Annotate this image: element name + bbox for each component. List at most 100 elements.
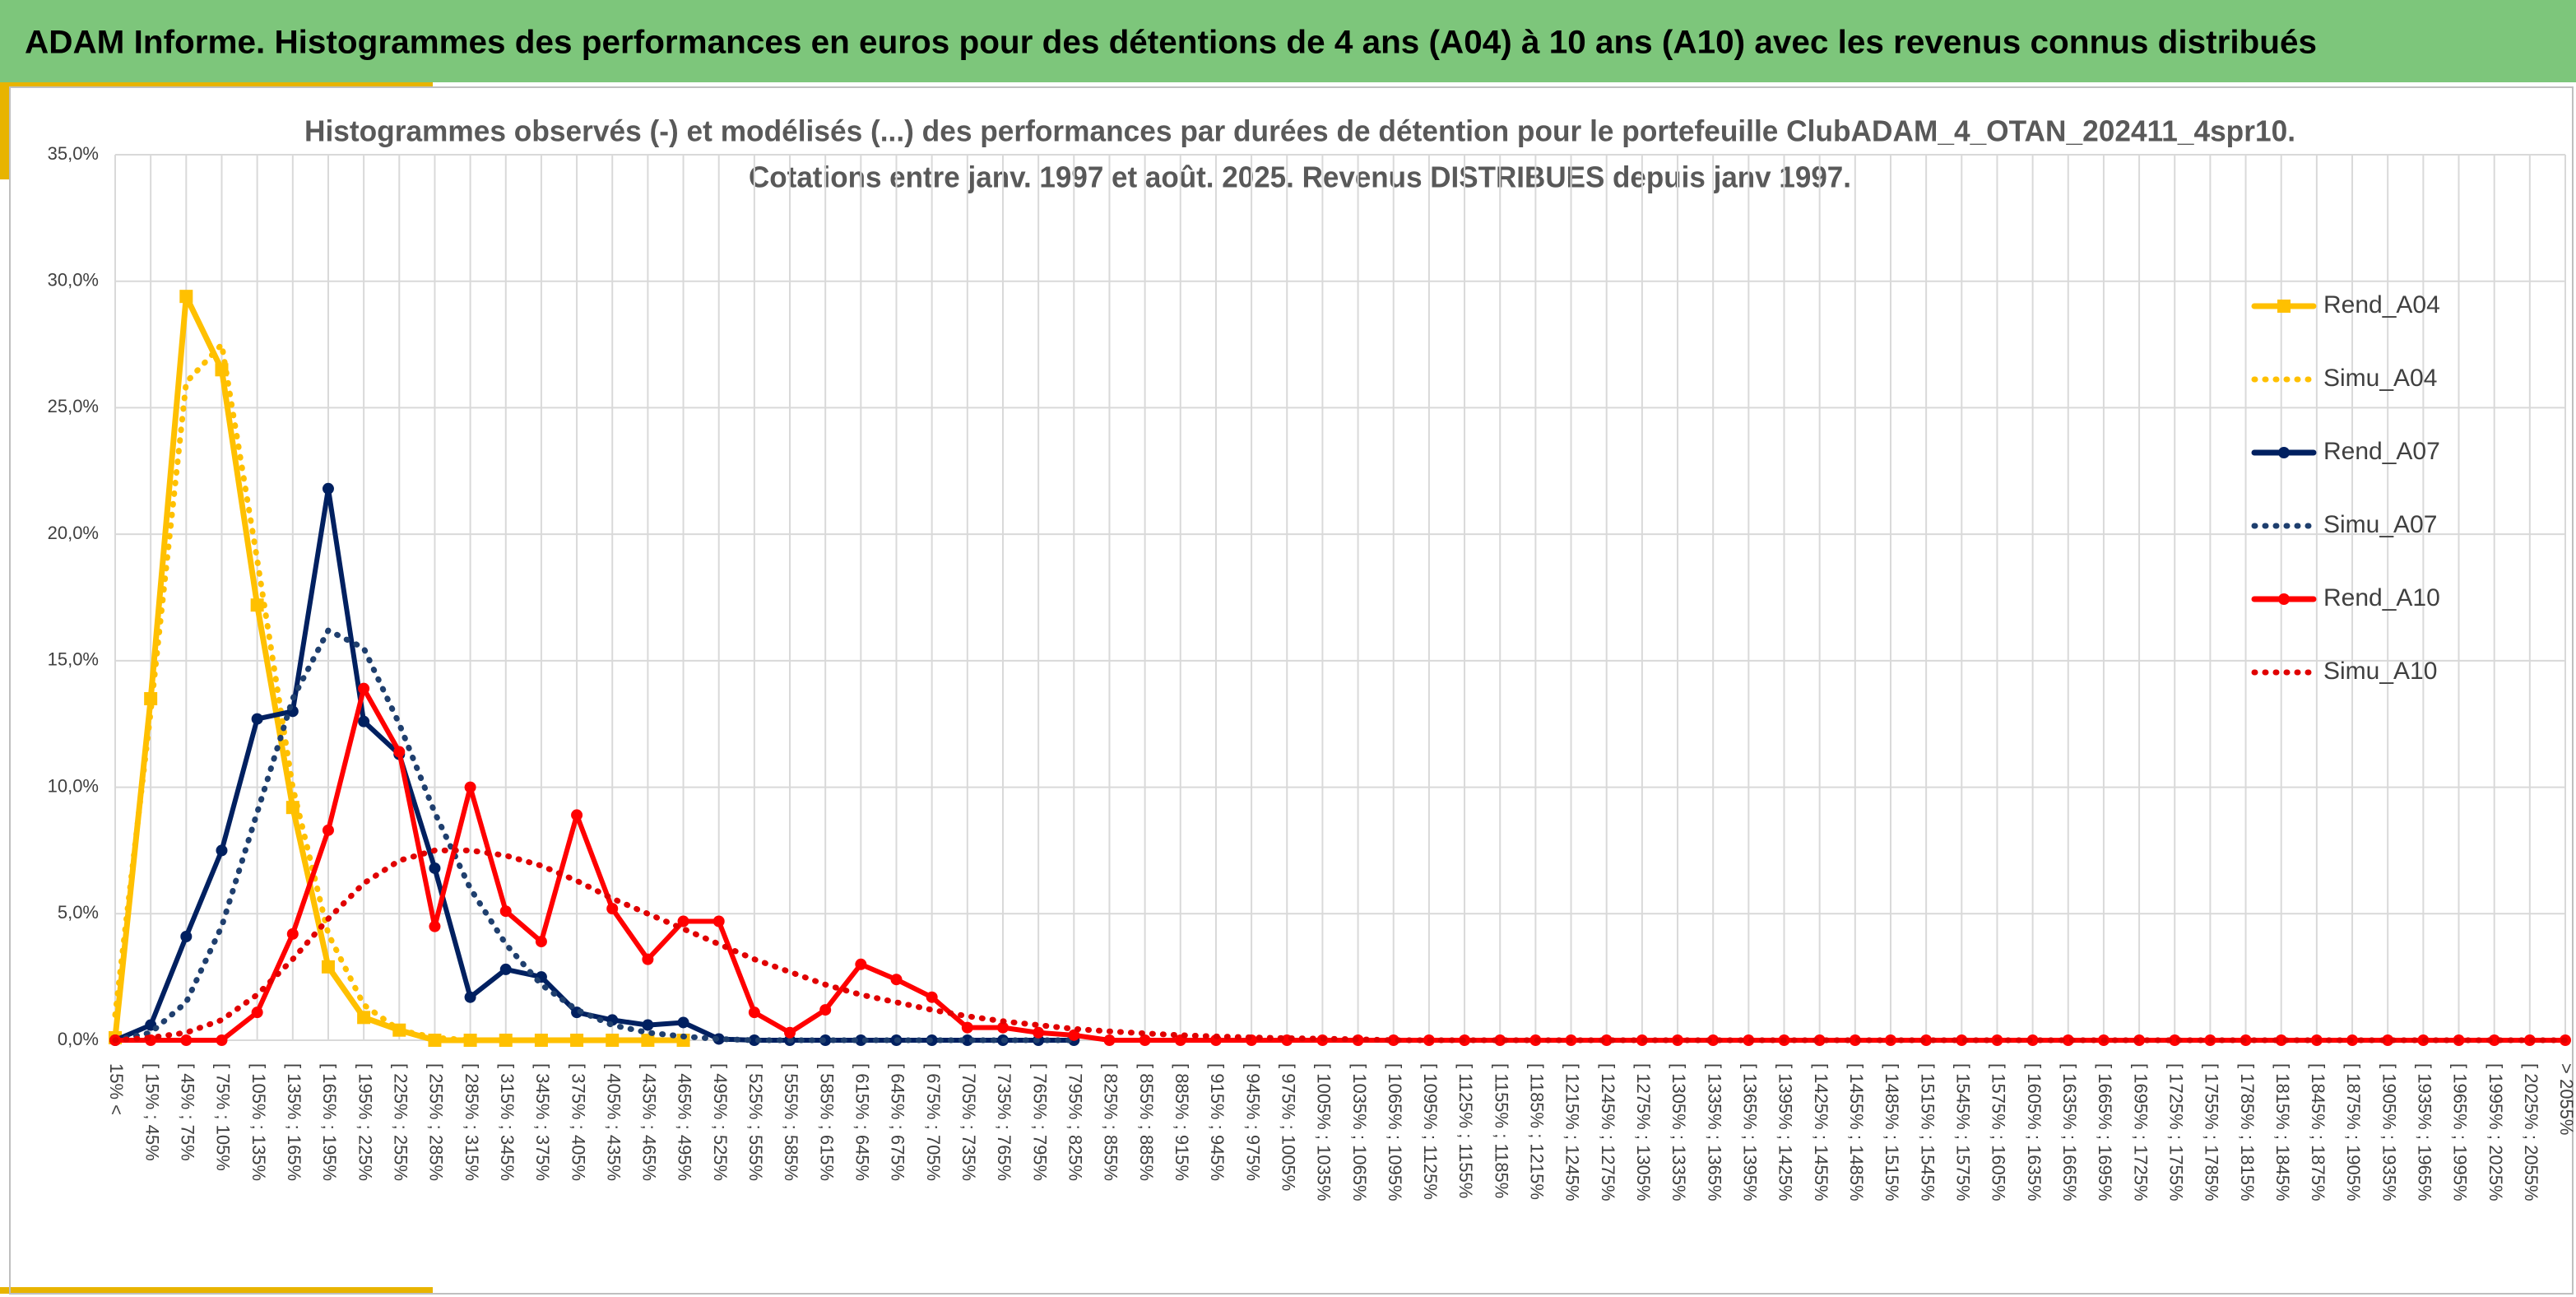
marker [180, 930, 193, 942]
plot [109, 290, 2571, 1047]
x-tick-label: [ 855% ; 885% [1136, 1063, 1157, 1181]
marker [250, 598, 264, 612]
marker [748, 1006, 760, 1019]
legend-label: Simu_A10 [2323, 658, 2437, 685]
x-tick-label: [ 1785% ; 1815% [2237, 1063, 2258, 1202]
marker [961, 1021, 973, 1034]
legend-label: Rend_A07 [2323, 438, 2440, 465]
x-tick-label: [ 795% ; 825% [1065, 1063, 1085, 1181]
x-tick-label: [ 165% ; 195% [319, 1063, 340, 1181]
marker [748, 1034, 760, 1046]
marker [1600, 1034, 1613, 1046]
series-line [112, 342, 687, 1044]
x-tick-label: [ 1155% ; 1185% [1491, 1063, 1511, 1198]
y-tick-label: 35,0% [48, 143, 99, 164]
x-tick-label: [ 15% ; 45% [142, 1063, 162, 1161]
marker [535, 936, 547, 948]
x-tick-label: [ 345% ; 375% [532, 1063, 553, 1181]
marker [429, 920, 441, 932]
x-tick-label: [ 495% ; 525% [710, 1063, 731, 1181]
legend-marker [2277, 300, 2291, 313]
marker [499, 963, 512, 975]
marker [2488, 1034, 2500, 1046]
marker [499, 905, 512, 918]
marker [322, 482, 334, 495]
marker [464, 781, 476, 793]
x-tick-label: [ 1065% ; 1095% [1385, 1063, 1405, 1202]
x-tick-label: 15% < [106, 1063, 127, 1115]
x-tick-label: [ 315% ; 345% [497, 1063, 518, 1181]
x-tick-label: [ 225% ; 255% [390, 1063, 411, 1181]
marker [464, 991, 476, 1003]
x-tick-label: [ 1095% ; 1125% [1420, 1063, 1441, 1200]
marker [180, 1034, 193, 1046]
x-tick-label: [ 255% ; 285% [426, 1063, 447, 1181]
header-title: ADAM Informe. Histogrammes des performan… [25, 25, 2317, 61]
x-tick-label: > 2055% [2556, 1063, 2576, 1135]
legend-marker [2278, 593, 2290, 605]
x-tick-label: [ 1545% ; 1575% [1952, 1063, 1973, 1202]
x-tick-label: [ 105% ; 135% [248, 1063, 269, 1181]
x-tick-label: [ 1005% ; 1035% [1314, 1063, 1334, 1202]
marker [2382, 1034, 2394, 1046]
x-tick-label: [ 1275% ; 1305% [1633, 1063, 1654, 1202]
marker [179, 290, 193, 304]
marker [251, 713, 263, 725]
x-tick-label: [ 735% ; 765% [994, 1063, 1014, 1181]
accent-bottom [0, 1287, 433, 1294]
series-line [112, 627, 1077, 1044]
legend-marker [2278, 447, 2290, 458]
x-tick-label: [ 1365% ; 1395% [1740, 1063, 1761, 1202]
marker [286, 927, 299, 940]
x-tick-label: [ 885% ; 915% [1172, 1063, 1192, 1181]
accent-top [0, 82, 433, 87]
x-tick-label: [ 285% ; 315% [462, 1063, 482, 1181]
x-tick-label: [ 1425% ; 1455% [1811, 1063, 1831, 1202]
marker [357, 1011, 371, 1025]
x-tick-label: [ 675% ; 705% [923, 1063, 944, 1181]
y-tick-label: 10,0% [48, 775, 99, 796]
x-tick-label: [ 1515% ; 1545% [1917, 1063, 1938, 1202]
marker [606, 903, 619, 915]
marker [642, 1019, 654, 1031]
x-tick-label: [ 45% ; 75% [178, 1063, 198, 1161]
x-tick-label: [ 525% ; 555% [745, 1063, 766, 1181]
marker [2062, 1034, 2074, 1046]
marker [570, 1034, 584, 1047]
x-tick-label: [ 1305% ; 1335% [1669, 1063, 1689, 1202]
x-tick-label: [ 1845% ; 1875% [2308, 1063, 2328, 1202]
grid: 15% < [ 15% ; 45% [ 45% ; 75% [ 75% ; 105% [… [48, 143, 2576, 1202]
x-tick-label: [ 1215% ; 1245% [1562, 1063, 1583, 1202]
marker [463, 1034, 477, 1047]
marker [571, 809, 583, 821]
x-tick-label: [ 825% ; 855% [1101, 1063, 1121, 1181]
x-tick-label: [ 375% ; 405% [568, 1063, 588, 1181]
y-tick-label: 30,0% [48, 270, 99, 291]
x-tick-label: [ 1395% ; 1425% [1775, 1063, 1796, 1202]
series-line [113, 486, 1077, 1043]
chart-border [9, 86, 2574, 1295]
marker [251, 1006, 263, 1019]
x-tick-label: [ 1245% ; 1275% [1598, 1063, 1618, 1202]
x-tick-label: [ 1665% ; 1695% [2095, 1063, 2115, 1202]
x-tick-label: [ 915% ; 945% [1207, 1063, 1228, 1181]
marker [1813, 1034, 1826, 1046]
x-tick-label: [ 1815% ; 1845% [2272, 1063, 2293, 1202]
x-tick-label: [ 1455% ; 1485% [1846, 1063, 1867, 1202]
x-tick-label: [ 1125% ; 1155% [1455, 1063, 1476, 1198]
legend-label: Rend_A10 [2323, 584, 2440, 611]
x-tick-label: [ 1875% ; 1905% [2343, 1063, 2364, 1202]
marker [358, 682, 370, 695]
marker [429, 862, 441, 874]
y-tick-label: 20,0% [48, 523, 99, 543]
x-tick-label: [ 1185% ; 1215% [1527, 1063, 1548, 1200]
header-bar [0, 0, 2576, 82]
x-tick-label: [ 1035% ; 1065% [1349, 1063, 1370, 1202]
x-tick-label: [ 555% ; 585% [781, 1063, 801, 1181]
x-tick-label: [ 615% ; 645% [852, 1063, 873, 1181]
accent-left [0, 87, 10, 179]
marker [358, 715, 370, 728]
marker [1033, 1026, 1045, 1039]
x-tick-label: [ 1725% ; 1755% [2165, 1063, 2186, 1202]
